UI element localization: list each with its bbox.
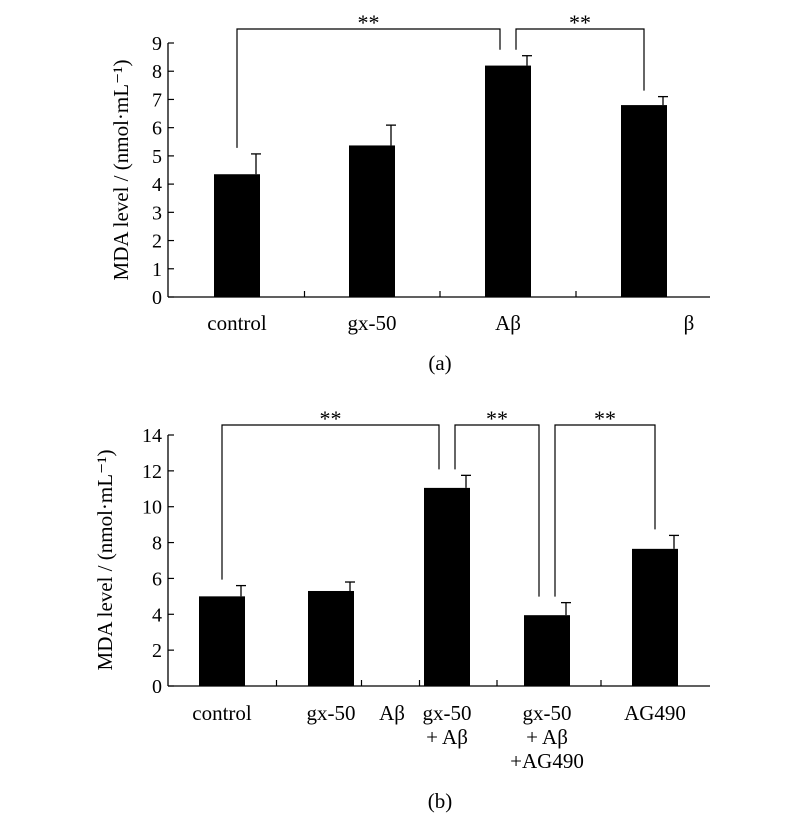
x-tick-label: control xyxy=(192,701,252,725)
y-tick-label: 4 xyxy=(152,604,162,626)
y-tick-label: 8 xyxy=(152,533,162,555)
significance-bracket xyxy=(554,424,656,597)
y-tick-label: 2 xyxy=(152,231,162,253)
significance-bracket xyxy=(515,28,645,91)
significance-label: ** xyxy=(569,10,591,35)
x-tick-label: gx-50 xyxy=(307,701,356,725)
y-tick-label: 12 xyxy=(142,461,162,483)
bar xyxy=(485,65,531,297)
y-tick-label: 9 xyxy=(152,33,162,55)
significance-bracket xyxy=(236,28,501,148)
bar xyxy=(424,487,470,686)
x-tick-label: Aβ xyxy=(495,311,521,335)
panel-label: (a) xyxy=(428,351,451,375)
y-tick-label: 2 xyxy=(152,640,162,662)
y-axis-label: MDA level / (nmol·mL⁻¹) xyxy=(109,60,133,281)
y-tick-label: 8 xyxy=(152,61,162,83)
y-tick-label: 3 xyxy=(152,202,162,224)
bar xyxy=(632,548,678,686)
y-tick-label: 14 xyxy=(142,425,162,447)
bar xyxy=(214,174,260,297)
x-tick-label: gx-50 + Aβ xyxy=(423,701,472,749)
y-tick-label: 6 xyxy=(152,568,162,590)
bar xyxy=(621,105,667,297)
bar xyxy=(524,615,570,686)
x-tick-label: gx-50 + Aβ +AG490 xyxy=(510,701,584,773)
x-tick-label: β xyxy=(684,311,695,335)
y-tick-label: 1 xyxy=(152,259,162,281)
significance-label: ** xyxy=(486,406,508,431)
y-tick-label: 6 xyxy=(152,118,162,140)
bar xyxy=(308,590,354,686)
significance-label: ** xyxy=(320,406,342,431)
x-tick-label: control xyxy=(207,311,267,335)
y-tick-label: 0 xyxy=(152,287,162,309)
y-tick-label: 7 xyxy=(152,89,162,111)
bar xyxy=(199,596,245,686)
y-tick-label: 10 xyxy=(142,497,162,519)
y-tick-label: 4 xyxy=(152,174,162,196)
significance-label: ** xyxy=(358,10,380,35)
y-axis-label: MDA level / (nmol·mL⁻¹) xyxy=(93,450,117,671)
panel-label: (b) xyxy=(428,789,453,813)
x-tick-label: AG490 xyxy=(624,701,686,725)
significance-label: ** xyxy=(594,406,616,431)
significance-bracket xyxy=(221,424,440,580)
chart-panel-b: 0 2 4 6 8 10 12 14 control gx-50 Aβ gx-50 + Aβ gx-50 +… xyxy=(93,406,710,813)
x-tick-label: gx-50 xyxy=(348,311,397,335)
chart-panel-a: 0 1 2 3 4 5 6 7 8 9 control gx-50 Aβ β MDA level / (nm… xyxy=(109,10,710,375)
y-tick-label: 0 xyxy=(152,676,162,698)
x-tick-label: Aβ xyxy=(379,701,405,725)
significance-bracket xyxy=(454,424,540,597)
y-tick-label: 5 xyxy=(152,146,162,168)
bar xyxy=(349,145,395,297)
